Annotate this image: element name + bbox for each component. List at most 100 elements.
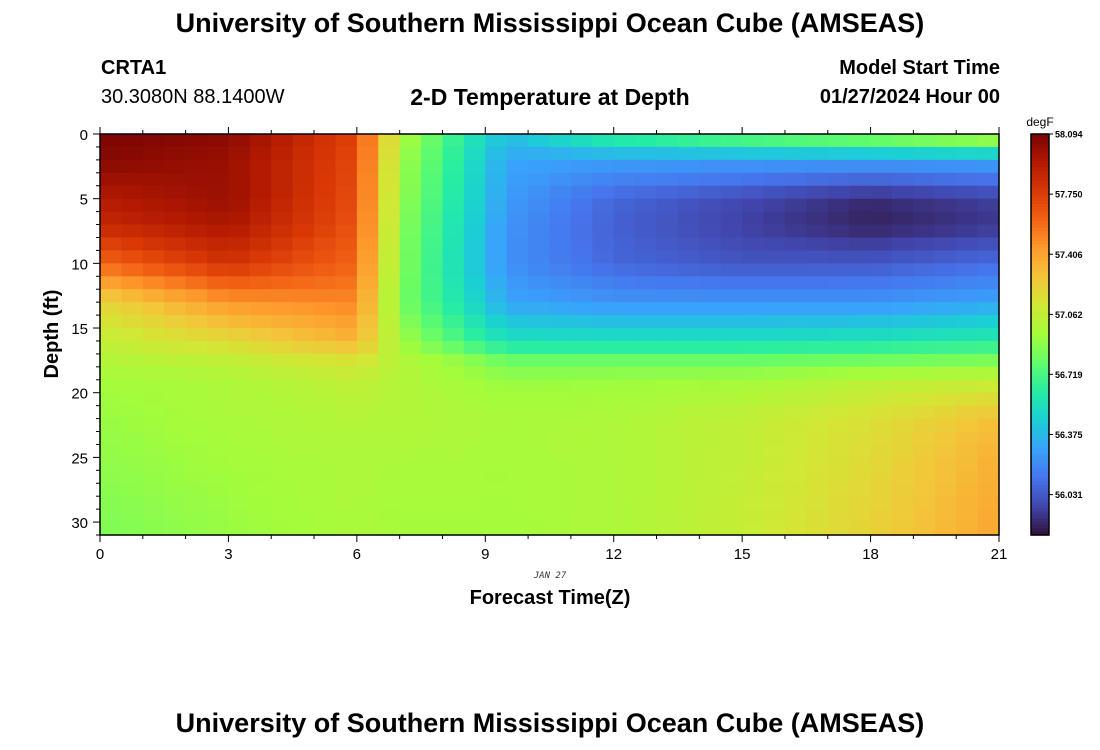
- heatmap-cell: [335, 315, 358, 329]
- heatmap-cell: [314, 224, 337, 239]
- colorbar-segment: [1031, 374, 1049, 379]
- heatmap-cell: [463, 405, 486, 420]
- heatmap-cell: [356, 224, 379, 239]
- x-tick-label: 6: [353, 546, 361, 563]
- y-axis: 0 5 10 15 20 25 30: [71, 127, 100, 536]
- heatmap-cell: [870, 418, 893, 433]
- heatmap-cell: [635, 444, 658, 458]
- x-tick-label: 18: [862, 546, 879, 563]
- heatmap-cell: [399, 134, 422, 148]
- heatmap-cell: [506, 159, 529, 174]
- colorbar-segment: [1031, 394, 1049, 399]
- heatmap-cell: [870, 289, 893, 303]
- heatmap-cell: [421, 457, 444, 471]
- x-axis-label: Forecast Time(Z): [470, 587, 631, 609]
- heatmap-cell: [314, 340, 337, 355]
- heatmap-cell: [271, 340, 294, 355]
- heatmap-cell: [956, 302, 979, 316]
- heatmap-cell: [399, 418, 422, 433]
- heatmap-cell: [528, 483, 551, 497]
- heatmap-cell: [356, 237, 379, 252]
- heatmap-cell: [207, 263, 230, 277]
- heatmap-cell: [977, 159, 1000, 174]
- heatmap-cell: [164, 224, 187, 239]
- heatmap-cell: [142, 392, 165, 407]
- heatmap-cell: [421, 366, 444, 381]
- heatmap-cell: [613, 366, 636, 381]
- heatmap-cell: [399, 159, 422, 174]
- heatmap-cell: [292, 392, 315, 407]
- heatmap-cell: [977, 315, 1000, 329]
- heatmap-cell: [699, 134, 722, 148]
- heatmap-cell: [891, 263, 914, 277]
- heatmap-cell: [185, 418, 208, 433]
- heatmap-cell: [100, 146, 123, 161]
- heatmap-cell: [849, 172, 872, 187]
- heatmap-cell: [399, 457, 422, 471]
- heatmap-cell: [164, 405, 187, 420]
- heatmap-cell: [592, 315, 615, 329]
- heatmap-cell: [913, 134, 936, 148]
- heatmap-cell: [485, 444, 508, 458]
- heatmap-cell: [613, 522, 636, 536]
- heatmap-cell: [635, 224, 658, 239]
- heatmap-cell: [613, 224, 636, 239]
- heatmap-cell: [613, 198, 636, 213]
- heatmap-cell: [142, 470, 165, 484]
- colorbar-segment: [1031, 528, 1049, 533]
- heatmap-cell: [720, 134, 743, 148]
- heatmap-cell: [142, 211, 165, 226]
- heatmap-cell: [891, 431, 914, 446]
- heatmap-cell: [849, 470, 872, 484]
- heatmap-cell: [784, 134, 807, 148]
- heatmap-cell: [528, 198, 551, 213]
- heatmap-cell: [849, 146, 872, 161]
- heatmap-cell: [742, 302, 765, 316]
- heatmap-cell: [399, 198, 422, 213]
- heatmap-cell: [763, 172, 786, 187]
- heatmap-cell: [399, 496, 422, 510]
- heatmap-cell: [228, 392, 251, 407]
- heatmap-cell: [314, 237, 337, 252]
- heatmap-cell: [592, 470, 615, 484]
- heatmap-cell: [977, 172, 1000, 187]
- heatmap-cell: [249, 431, 272, 446]
- heatmap-cell: [613, 172, 636, 187]
- colorbar-segment: [1031, 190, 1049, 195]
- colorbar-segment: [1031, 137, 1049, 142]
- heatmap-cell: [292, 379, 315, 394]
- heatmap-cell: [314, 444, 337, 458]
- heatmap-cell: [442, 134, 465, 148]
- heatmap-cell: [827, 250, 850, 264]
- heatmap-cell: [378, 237, 401, 252]
- heatmap-cell: [399, 522, 422, 536]
- heatmap-cell: [442, 340, 465, 355]
- heatmap-cell: [891, 353, 914, 368]
- heatmap-cell: [421, 522, 444, 536]
- heatmap-cell: [677, 509, 700, 523]
- heatmap-cell: [121, 302, 144, 316]
- heatmap-cell: [827, 289, 850, 303]
- heatmap-cell: [249, 392, 272, 407]
- heatmap-cell: [784, 276, 807, 290]
- heatmap-cell: [271, 289, 294, 303]
- heatmap-cell: [335, 211, 358, 226]
- heatmap-cell: [720, 237, 743, 252]
- heatmap-cell: [763, 211, 786, 226]
- heatmap-cell: [506, 457, 529, 471]
- heatmap-cell: [506, 224, 529, 239]
- heatmap-cell: [784, 146, 807, 161]
- heatmap-cell: [827, 276, 850, 290]
- colorbar-segment: [1031, 438, 1049, 443]
- heatmap-cell: [849, 276, 872, 290]
- heatmap-cell: [121, 250, 144, 264]
- heatmap-cell: [506, 392, 529, 407]
- heatmap-cell: [335, 250, 358, 264]
- heatmap-cell: [271, 250, 294, 264]
- heatmap-cell: [677, 185, 700, 200]
- heatmap-cell: [977, 444, 1000, 458]
- heatmap-cell: [378, 276, 401, 290]
- heatmap-cell: [592, 340, 615, 355]
- colorbar-segment: [1031, 511, 1049, 516]
- heatmap-cell: [784, 470, 807, 484]
